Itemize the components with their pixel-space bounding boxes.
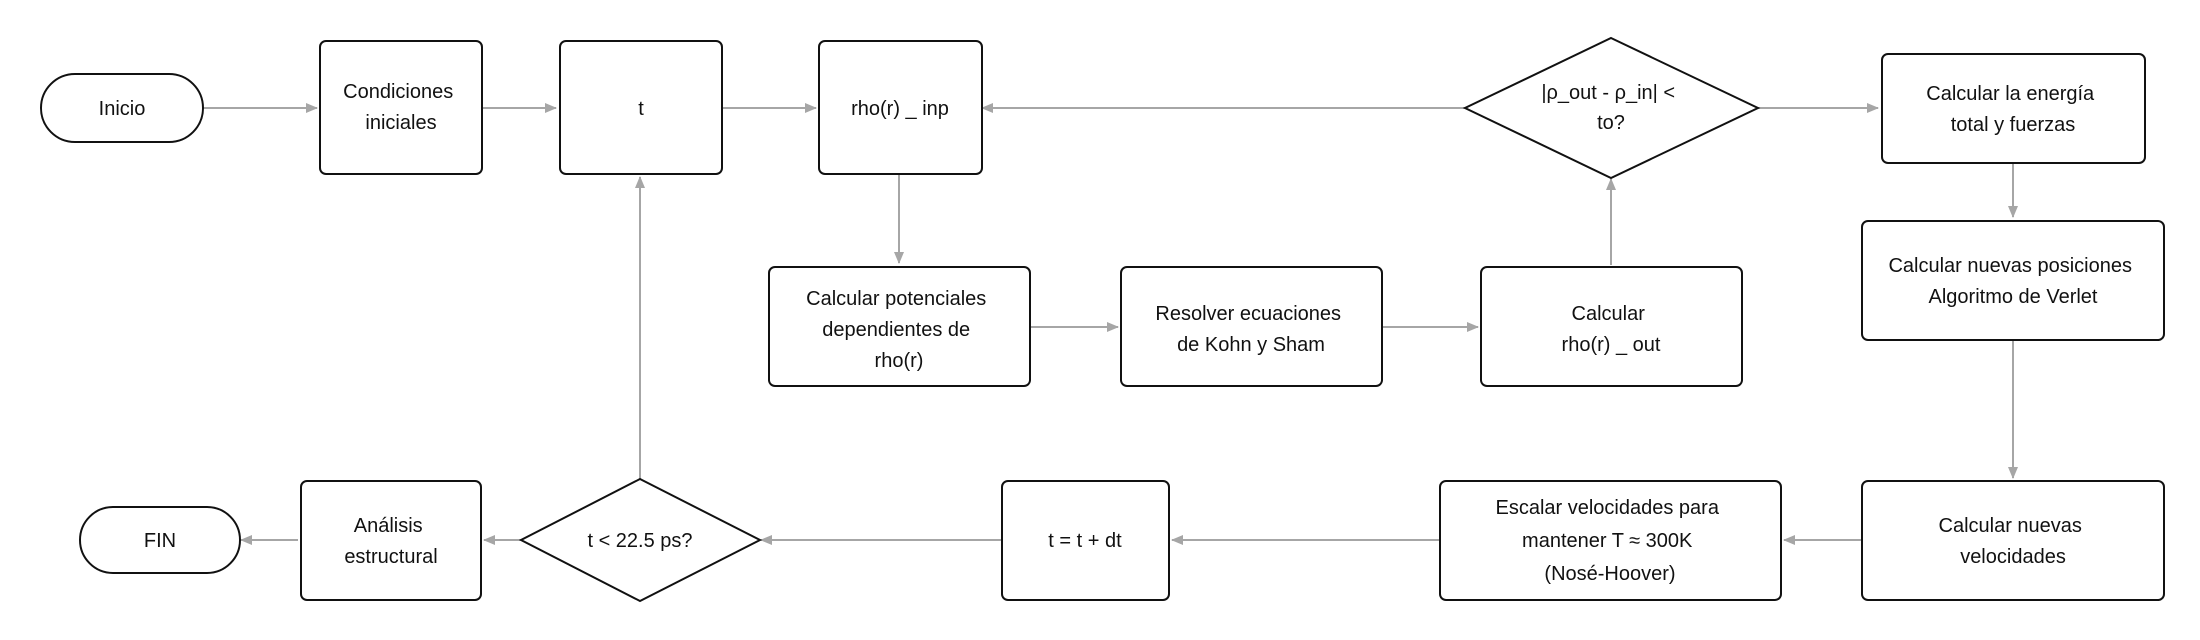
node-condiciones-line-1: Condiciones <box>343 81 453 103</box>
node-analisis-line-1: Análisis <box>354 515 423 537</box>
node-analisis-estructural: Análisis estructural <box>300 480 482 601</box>
svg-text:Calcular potenciales dep: Calcular potenciales dependientes de rho… <box>806 288 992 372</box>
node-posiciones-line-2: Algoritmo de Verlet <box>1929 286 2098 308</box>
node-calcular-rho-out: Calcular rho(r) _ out <box>1480 266 1743 387</box>
svg-text:Escalar velocidades para: Escalar velocidades para mantener T ≈ 30… <box>1495 497 1724 585</box>
node-velocidades-line-1: Calcular nuevas <box>1939 515 2082 537</box>
node-kohn-sham-line-1: Resolver ecuaciones <box>1155 303 1341 325</box>
node-calcular-posiciones: Calcular nuevas posiciones Algoritmo de … <box>1861 220 2165 341</box>
node-calcular-potenciales: Calcular potenciales dependientes de rho… <box>768 266 1031 387</box>
node-rho-out-line-2: rho(r) _ out <box>1562 334 1661 356</box>
node-escalar-line-2: mantener T ≈ 300K <box>1522 530 1693 552</box>
node-energia-line-2: total y fuerzas <box>1951 114 2076 136</box>
node-inicio: Inicio <box>40 73 204 143</box>
node-velocidades-line-2: velocidades <box>1960 546 2066 568</box>
node-potenciales-line-3: rho(r) <box>875 350 924 372</box>
node-posiciones-line-1: Calcular nuevas posiciones <box>1888 255 2131 277</box>
node-t-label: t <box>638 98 644 120</box>
node-potenciales-line-2: dependientes de <box>822 319 970 341</box>
node-tiempo-decision: t < 22.5 ps? <box>518 477 763 603</box>
node-fin-label: FIN <box>144 530 176 552</box>
node-rho-out-line-1: Calcular <box>1572 303 1646 325</box>
node-potenciales-line-1: Calcular potenciales <box>806 288 986 310</box>
node-tiempo-label: t < 22.5 ps? <box>587 530 692 552</box>
node-fin: FIN <box>79 506 241 574</box>
svg-text:Condiciones iniciales: Condiciones iniciales <box>343 81 459 134</box>
node-t-plus-dt: t = t + dt <box>1001 480 1170 601</box>
node-calcular-velocidades: Calcular nuevas velocidades <box>1861 480 2165 601</box>
node-analisis-line-2: estructural <box>344 546 437 568</box>
node-t: t <box>559 40 723 175</box>
node-condiciones-line-2: iniciales <box>365 112 436 134</box>
node-escalar-velocidades: Escalar velocidades para mantener T ≈ 30… <box>1439 480 1782 601</box>
svg-text:Calcular rho(r) _ out: Calcular rho(r) _ out <box>1562 303 1661 356</box>
svg-text:Calcular nuevas posiciones: Calcular nuevas posiciones Algoritmo de … <box>1888 255 2137 308</box>
node-convergencia-line-2: to? <box>1597 112 1625 134</box>
node-rho-inp: rho(r) _ inp <box>818 40 983 175</box>
node-rho-inp-label: rho(r) _ inp <box>851 98 949 120</box>
node-kohn-sham-line-2: de Kohn y Sham <box>1177 334 1325 356</box>
node-escalar-line-1: Escalar velocidades para <box>1495 497 1719 519</box>
node-inicio-label: Inicio <box>99 98 146 120</box>
svg-text:Resolver ecuaciones de K: Resolver ecuaciones de Kohn y Sham <box>1155 303 1346 356</box>
node-energia-line-1: Calcular la energía <box>1926 83 2095 105</box>
node-escalar-line-3: (Nosé-Hoover) <box>1544 563 1675 585</box>
edges <box>203 103 2018 545</box>
svg-text:Calcular la energía tota: Calcular la energía total y fuerzas <box>1926 83 2099 136</box>
node-convergencia-line-1: |ρ_out - ρ_in| < <box>1541 82 1675 104</box>
svg-text:|ρ_out - ρ_in| < to?: |ρ_out - ρ_in| < to? <box>1541 82 1680 134</box>
svg-text:Calcular nuevas velocida: Calcular nuevas velocidades <box>1939 515 2088 568</box>
node-convergencia-decision: |ρ_out - ρ_in| < to? <box>1462 36 1761 180</box>
node-calcular-energia: Calcular la energía total y fuerzas <box>1881 53 2146 164</box>
node-resolver-kohn-sham: Resolver ecuaciones de Kohn y Sham <box>1120 266 1383 387</box>
node-condiciones-iniciales: Condiciones iniciales <box>319 40 483 175</box>
node-t-dt-label: t = t + dt <box>1048 530 1122 552</box>
svg-text:Análisis estructural: Análisis estructural <box>344 515 437 568</box>
